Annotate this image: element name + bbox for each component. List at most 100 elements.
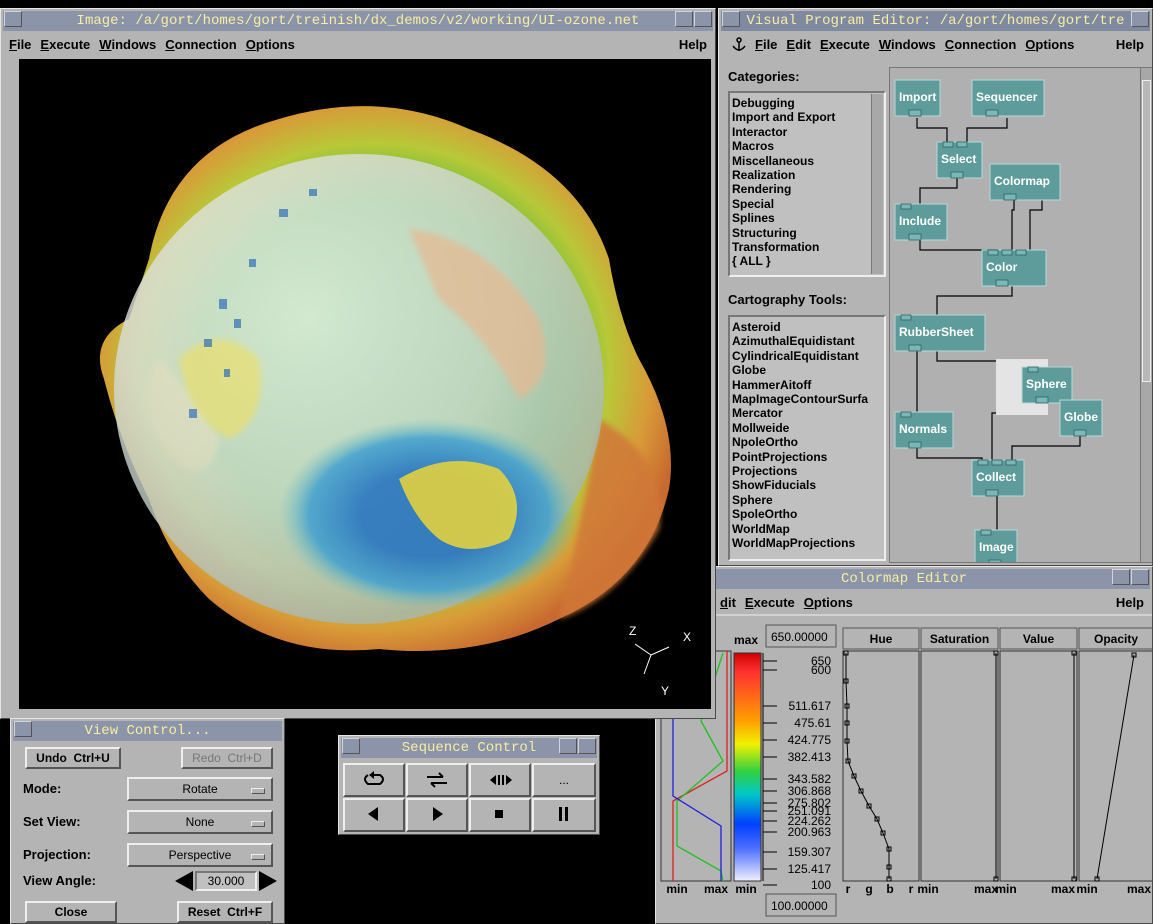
control-point[interactable]: [843, 678, 849, 684]
list-item[interactable]: Macros: [732, 139, 775, 154]
list-item[interactable]: WorldMap: [732, 521, 790, 536]
list-item[interactable]: Splines: [732, 211, 775, 226]
menu-item[interactable]: Execute: [40, 37, 91, 52]
minimize-button[interactable]: [559, 738, 577, 754]
more-button[interactable]: ...: [532, 763, 596, 797]
control-point[interactable]: [851, 773, 857, 779]
list-item[interactable]: Interactor: [732, 124, 788, 139]
reset-button[interactable]: Reset Ctrl+F: [177, 901, 273, 923]
module-node[interactable]: [894, 203, 948, 241]
menu-item[interactable]: Execute: [819, 37, 870, 52]
list-item[interactable]: SpoleOrtho: [732, 507, 798, 522]
list-item[interactable]: Import and Export: [732, 110, 836, 125]
control-point[interactable]: [845, 758, 851, 764]
menu-item[interactable]: dit: [720, 595, 736, 610]
menu-item[interactable]: Help: [1115, 37, 1144, 52]
menu-item[interactable]: Connection: [165, 37, 237, 52]
max-field[interactable]: [765, 624, 837, 648]
window-menu-button[interactable]: [4, 11, 22, 27]
control-point[interactable]: [993, 876, 999, 882]
list-item[interactable]: Projections: [732, 464, 798, 479]
module-node[interactable]: [981, 249, 1047, 287]
list-item[interactable]: ShowFiducials: [732, 478, 817, 493]
control-point[interactable]: [880, 830, 886, 836]
list-item[interactable]: PointProjections: [732, 449, 828, 464]
list-item[interactable]: Mollweide: [732, 420, 790, 435]
control-point[interactable]: [858, 788, 864, 794]
menu-item[interactable]: Connection: [944, 37, 1017, 52]
menu-item[interactable]: Windows: [878, 37, 936, 52]
angle-field[interactable]: 30.000: [195, 871, 257, 891]
close-button[interactable]: Close: [25, 901, 117, 923]
control-point[interactable]: [866, 803, 872, 809]
module-node[interactable]: [971, 79, 1045, 117]
scroll-thumb[interactable]: [1142, 80, 1151, 382]
list-item[interactable]: Debugging: [732, 96, 795, 110]
list-item[interactable]: { ALL }: [732, 254, 771, 269]
module-node[interactable]: [894, 411, 954, 449]
module-node[interactable]: [894, 314, 986, 352]
list-item[interactable]: HammerAitoff: [732, 377, 812, 392]
list-item[interactable]: MapImageContourSurfa: [732, 392, 869, 407]
list-item[interactable]: WorldMapProjections: [732, 536, 856, 551]
min-field[interactable]: [765, 893, 837, 917]
option-menu[interactable]: Rotate: [127, 777, 273, 801]
control-point[interactable]: [993, 650, 999, 656]
stop-button[interactable]: [469, 798, 531, 832]
control-point[interactable]: [844, 720, 850, 726]
menu-item[interactable]: File: [9, 37, 32, 52]
menu-item[interactable]: Execute: [744, 595, 795, 610]
menu-item[interactable]: File: [755, 37, 778, 52]
control-point[interactable]: [1071, 650, 1077, 656]
redo-button[interactable]: Redo Ctrl+D: [181, 747, 273, 769]
control-point[interactable]: [844, 703, 850, 709]
decrement-arrow[interactable]: [175, 871, 193, 891]
menu-item[interactable]: Options: [245, 37, 295, 52]
window-menu-button[interactable]: [14, 721, 32, 737]
maximize-button[interactable]: [1131, 569, 1149, 585]
step-button[interactable]: [469, 763, 531, 797]
menu-item[interactable]: Help: [678, 37, 707, 52]
list-item[interactable]: Mercator: [732, 406, 783, 421]
tool-list[interactable]: Asteroid AzimuthalEquidistant CylindricalE…: [728, 315, 886, 561]
maximize-button[interactable]: [578, 738, 596, 754]
panel-body[interactable]: [999, 650, 1078, 882]
control-point[interactable]: [843, 650, 849, 656]
category-list[interactable]: Debugging Import and Export Interactor Macr…: [728, 91, 886, 277]
undo-button[interactable]: Undo Ctrl+U: [25, 747, 121, 769]
list-item[interactable]: AzimuthalEquidistant: [732, 334, 855, 349]
list-item[interactable]: Sphere: [732, 492, 773, 507]
panel-body[interactable]: [842, 650, 920, 882]
loop-button[interactable]: [343, 763, 405, 797]
control-point[interactable]: [844, 738, 850, 744]
control-point[interactable]: [886, 864, 892, 870]
control-point[interactable]: [1071, 876, 1077, 882]
list-item[interactable]: Rendering: [732, 182, 792, 197]
list-item[interactable]: NpoleOrtho: [732, 435, 798, 450]
play-button[interactable]: [406, 798, 468, 832]
increment-arrow[interactable]: [259, 871, 277, 891]
scrollbar[interactable]: [871, 94, 883, 274]
control-point[interactable]: [886, 846, 892, 852]
list-item[interactable]: CylindricalEquidistant: [732, 348, 859, 363]
pause-button[interactable]: [532, 798, 596, 832]
menu-item[interactable]: Help: [1115, 595, 1144, 610]
scrollbar[interactable]: [1140, 67, 1152, 563]
play-back-button[interactable]: [343, 798, 405, 832]
control-point[interactable]: [1131, 652, 1137, 658]
list-item[interactable]: Miscellaneous: [732, 153, 815, 168]
panel-body[interactable]: [920, 650, 999, 882]
control-point[interactable]: [886, 876, 892, 882]
palindrome-button[interactable]: [406, 763, 468, 797]
minimize-button[interactable]: [1112, 569, 1130, 585]
control-point[interactable]: [874, 816, 880, 822]
module-node[interactable]: [974, 529, 1018, 565]
module-node[interactable]: [989, 163, 1061, 201]
menu-item[interactable]: Windows: [99, 37, 157, 52]
maximize-button[interactable]: [694, 11, 712, 27]
window-menu-button[interactable]: [342, 738, 360, 754]
list-item[interactable]: Structuring: [732, 225, 797, 240]
menu-item[interactable]: Options: [803, 595, 853, 610]
list-item[interactable]: Asteroid: [732, 320, 781, 334]
menu-item[interactable]: Edit: [786, 37, 811, 52]
